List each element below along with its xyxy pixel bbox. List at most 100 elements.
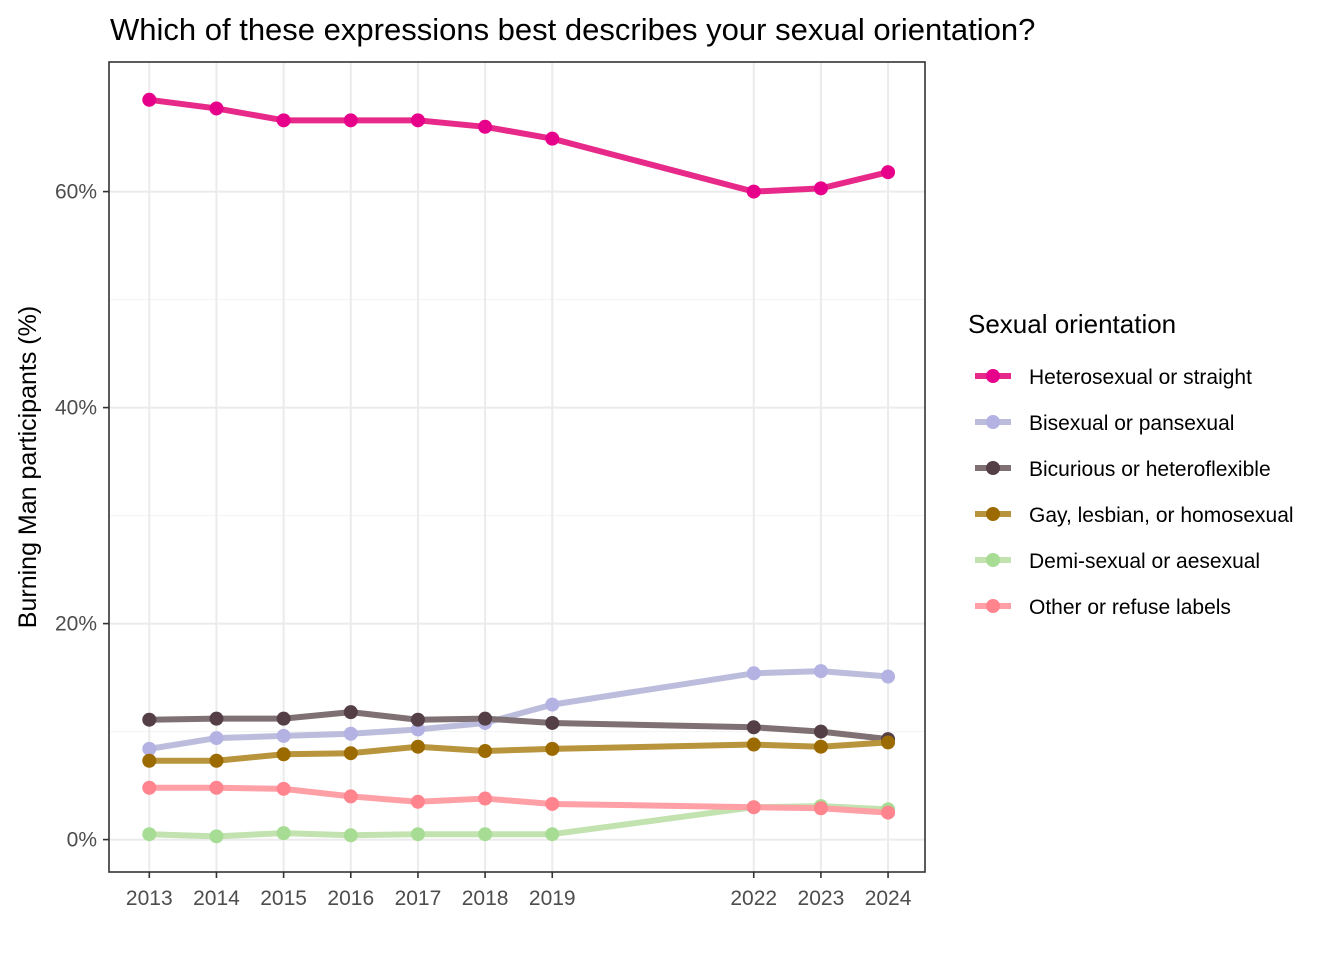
data-point-2-2 [276, 711, 291, 726]
y-tick-label: 60% [55, 181, 97, 204]
data-point-4-2 [276, 826, 291, 841]
y-axis-label: Burning Man participants (%) [14, 306, 42, 628]
data-point-4-0 [142, 827, 157, 842]
data-point-5-9 [881, 805, 896, 820]
data-point-5-0 [142, 780, 157, 795]
legend-title: Sexual orientation [968, 309, 1176, 339]
series-points [142, 92, 896, 844]
data-point-0-1 [209, 101, 224, 116]
axes: 0% 20% 40% 60% 2013 2014 2015 2016 2017 2018 2019 2… [55, 181, 912, 910]
x-tick-label: 2016 [327, 887, 374, 910]
data-point-3-6 [545, 741, 560, 756]
data-point-5-8 [813, 801, 828, 816]
legend-key-point [986, 553, 1000, 567]
legend-label: Heterosexual or straight [1029, 366, 1252, 389]
data-point-3-7 [746, 737, 761, 752]
data-point-5-1 [209, 780, 224, 795]
data-point-1-9 [881, 669, 896, 684]
legend-item: Bisexual or pansexual [975, 412, 1234, 435]
data-point-5-3 [343, 789, 358, 804]
data-point-3-8 [813, 739, 828, 754]
x-tick-label: 2024 [865, 887, 912, 910]
panel-border [108, 61, 926, 873]
legend-label: Bicurious or heteroflexible [1029, 458, 1271, 481]
data-point-2-0 [142, 712, 157, 727]
y-tick-label: 40% [55, 397, 97, 420]
x-tick-label: 2014 [193, 887, 240, 910]
series-line-4 [146, 803, 892, 840]
data-point-2-1 [209, 711, 224, 726]
x-tick-label: 2022 [730, 887, 777, 910]
legend-item: Heterosexual or straight [975, 366, 1252, 389]
y-tick-label: 20% [55, 613, 97, 636]
series-line-2 [146, 709, 892, 743]
data-point-3-9 [881, 735, 896, 750]
x-tick-label: 2018 [462, 887, 509, 910]
series-lines [146, 96, 892, 840]
x-tick-label: 2023 [798, 887, 845, 910]
data-point-3-1 [209, 753, 224, 768]
legend-key-point [986, 461, 1000, 475]
series-line-5 [146, 784, 892, 816]
data-point-3-0 [142, 753, 157, 768]
legend-item: Bicurious or heteroflexible [975, 458, 1271, 481]
series-line-3 [146, 739, 892, 764]
data-point-1-4 [410, 722, 425, 737]
data-point-0-8 [813, 181, 828, 196]
legend-key-point [986, 507, 1000, 521]
x-tick-label: 2013 [126, 887, 173, 910]
legend-item: Demi-sexual or aesexual [975, 550, 1260, 573]
data-point-0-5 [478, 119, 493, 134]
data-point-3-2 [276, 747, 291, 762]
data-point-3-5 [478, 744, 493, 759]
data-point-1-2 [276, 728, 291, 743]
data-point-5-4 [410, 794, 425, 809]
data-point-0-0 [142, 92, 157, 107]
data-point-0-7 [746, 184, 761, 199]
legend-key-point [986, 415, 1000, 429]
legend-key-point [986, 369, 1000, 383]
legend-label: Gay, lesbian, or homosexual [1029, 504, 1294, 527]
data-point-1-1 [209, 731, 224, 746]
data-point-0-3 [343, 113, 358, 128]
data-point-1-3 [343, 726, 358, 741]
data-point-0-6 [545, 131, 560, 146]
data-point-4-3 [343, 828, 358, 843]
data-point-4-5 [478, 827, 493, 842]
data-point-2-3 [343, 705, 358, 720]
data-point-3-4 [410, 739, 425, 754]
data-point-4-6 [545, 827, 560, 842]
data-point-5-5 [478, 791, 493, 806]
data-point-2-7 [746, 720, 761, 735]
series-line-1 [146, 668, 892, 752]
data-point-0-2 [276, 113, 291, 128]
legend-item: Gay, lesbian, or homosexual [975, 504, 1294, 527]
data-point-1-8 [813, 664, 828, 679]
y-tick-label: 0% [67, 829, 97, 852]
data-point-1-0 [142, 741, 157, 756]
grid [109, 62, 925, 872]
chart-title: Which of these expressions best describe… [110, 12, 1035, 47]
data-point-3-3 [343, 746, 358, 761]
x-tick-label: 2015 [260, 887, 307, 910]
data-point-1-7 [746, 666, 761, 681]
data-point-2-5 [478, 711, 493, 726]
legend-label: Other or refuse labels [1029, 596, 1231, 619]
legend-label: Bisexual or pansexual [1029, 412, 1234, 435]
data-point-2-6 [545, 715, 560, 730]
x-tick-label: 2017 [395, 887, 442, 910]
data-point-5-2 [276, 781, 291, 796]
series-line-0 [146, 96, 892, 195]
data-point-2-4 [410, 712, 425, 727]
legend-key-point [986, 599, 1000, 613]
legend-label: Demi-sexual or aesexual [1029, 550, 1260, 573]
legend-item: Other or refuse labels [975, 596, 1231, 619]
data-point-0-4 [410, 113, 425, 128]
data-point-4-4 [410, 827, 425, 842]
x-tick-label: 2019 [529, 887, 576, 910]
data-point-4-1 [209, 829, 224, 844]
data-point-2-8 [813, 724, 828, 739]
legend: Heterosexual or straight Bisexual or pans… [975, 366, 1294, 619]
data-point-0-9 [881, 165, 896, 180]
